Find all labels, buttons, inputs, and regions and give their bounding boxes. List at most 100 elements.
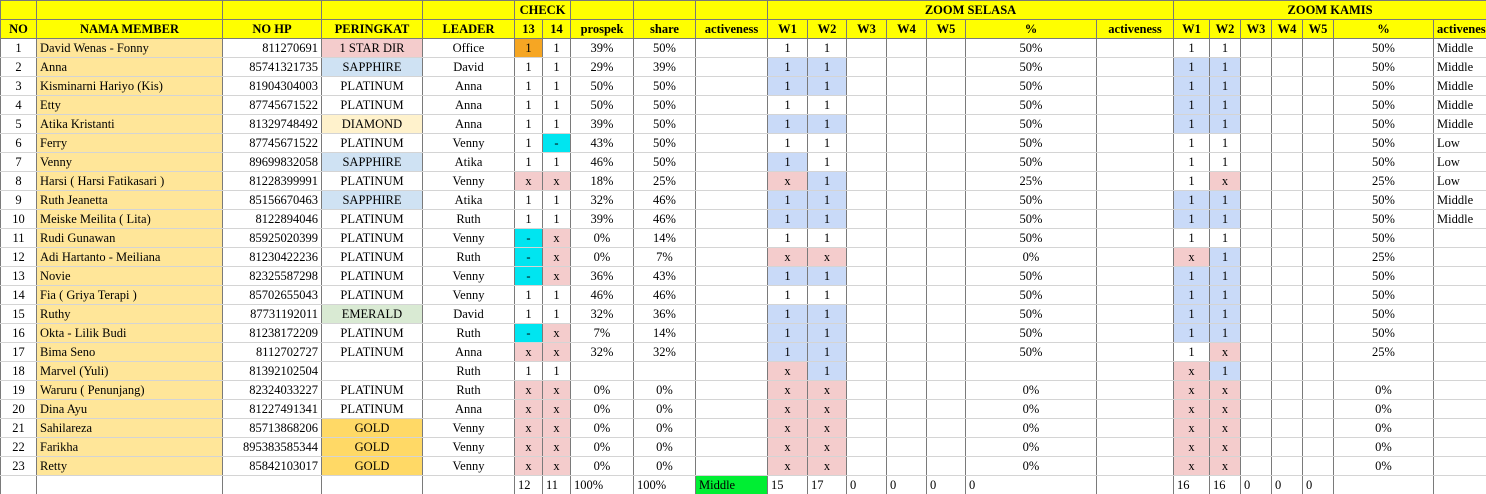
cell-leader[interactable]: Office [422,38,515,58]
cell-rank[interactable]: PLATINUM [321,171,423,191]
cell-selasa-activeness[interactable] [1095,76,1175,96]
cell-prospek[interactable]: 0% [570,228,634,248]
cell-activeness[interactable] [695,228,768,248]
cell-kamis-w5[interactable] [1302,304,1335,324]
cell-selasa-w4[interactable] [886,247,927,267]
cell-leader[interactable]: Ruth [422,380,515,400]
cell-kamis-w5[interactable] [1302,437,1335,457]
cell-kamis-percent[interactable]: 50% [1333,228,1435,248]
cell-selasa-w5[interactable] [926,190,966,210]
cell-kamis-w4[interactable] [1271,38,1304,58]
cell-selasa-w4[interactable] [886,380,927,400]
col-header-selasa-activeness[interactable]: activeness [1095,19,1175,39]
cell-share[interactable]: 14% [633,323,696,343]
cell-kamis-w3[interactable] [1240,76,1273,96]
cell-selasa-percent[interactable] [965,361,1097,381]
cell-check-13[interactable]: 1 [514,57,543,77]
cell-no[interactable]: 11 [0,228,37,248]
cell-kamis-percent[interactable]: 0% [1333,399,1435,419]
cell-activeness[interactable] [695,133,768,153]
cell-leader[interactable]: David [422,57,515,77]
cell-leader[interactable]: Anna [422,114,515,134]
cell-selasa-percent[interactable]: 50% [965,323,1097,343]
cell-selasa-percent[interactable]: 25% [965,171,1097,191]
cell-check-14[interactable]: x [542,380,571,400]
cell-rank[interactable]: PLATINUM [321,95,423,115]
cell-selasa-w2[interactable]: 1 [807,342,847,362]
cell-selasa-activeness[interactable] [1095,285,1175,305]
cell-selasa-w3[interactable] [846,38,887,58]
cell-phone[interactable]: 85925020399 [222,228,322,248]
cell-selasa-w3[interactable] [846,57,887,77]
cell-check-14[interactable]: 1 [542,152,571,172]
cell-kamis-activeness[interactable]: Middle [1433,209,1486,229]
cell-kamis-w2[interactable]: 1 [1209,209,1242,229]
cell-selasa-w5[interactable] [926,418,966,438]
cell-selasa-w5[interactable] [926,38,966,58]
cell-kamis-w1[interactable]: x [1173,380,1211,400]
cell-kamis-percent[interactable]: 50% [1333,133,1435,153]
cell-no[interactable]: 18 [0,361,37,381]
cell-selasa-percent[interactable]: 0% [965,247,1097,267]
cell-selasa-percent[interactable]: 0% [965,437,1097,457]
cell-activeness[interactable] [695,209,768,229]
cell-kamis-w2[interactable]: 1 [1209,152,1242,172]
cell-selasa-activeness[interactable] [1095,38,1175,58]
header-zoom-kamis[interactable]: ZOOM KAMIS [1173,0,1486,20]
cell-selasa-activeness[interactable] [1095,399,1175,419]
cell-selasa-w4[interactable] [886,285,927,305]
cell-selasa-activeness[interactable] [1095,228,1175,248]
cell-kamis-activeness[interactable] [1433,437,1486,457]
cell-prospek[interactable]: 0% [570,399,634,419]
cell-selasa-w2[interactable]: 1 [807,323,847,343]
total-kamis-w4[interactable]: 0 [1271,475,1304,494]
cell-kamis-activeness[interactable] [1433,399,1486,419]
cell-selasa-w2[interactable]: 1 [807,171,847,191]
total-share[interactable]: 100% [633,475,696,494]
total-check-14[interactable]: 11 [542,475,571,494]
cell-selasa-w4[interactable] [886,171,927,191]
cell-share[interactable]: 0% [633,437,696,457]
cell-kamis-w2[interactable]: 1 [1209,285,1242,305]
cell-share[interactable]: 0% [633,418,696,438]
cell-rank[interactable]: PLATINUM [321,228,423,248]
cell-leader[interactable]: Venny [422,437,515,457]
cell-no[interactable]: 8 [0,171,37,191]
cell-kamis-w5[interactable] [1302,418,1335,438]
cell-prospek[interactable] [570,361,634,381]
cell-kamis-w2[interactable]: 1 [1209,76,1242,96]
cell-selasa-w2[interactable]: x [807,247,847,267]
cell-kamis-w3[interactable] [1240,361,1273,381]
cell-no[interactable]: 16 [0,323,37,343]
cell-kamis-w3[interactable] [1240,114,1273,134]
header-blank[interactable] [36,0,223,20]
cell-selasa-activeness[interactable] [1095,456,1175,476]
cell-kamis-w3[interactable] [1240,133,1273,153]
col-header-leader[interactable]: LEADER [422,19,515,39]
cell-check-14[interactable]: x [542,456,571,476]
cell-kamis-w3[interactable] [1240,399,1273,419]
cell-kamis-w3[interactable] [1240,380,1273,400]
cell-member-name[interactable]: Marvel (Yuli) [36,361,223,381]
cell-check-14[interactable]: 1 [542,95,571,115]
cell-kamis-percent[interactable]: 0% [1333,437,1435,457]
cell-prospek[interactable]: 0% [570,418,634,438]
cell-selasa-w4[interactable] [886,456,927,476]
cell-check-13[interactable]: 1 [514,133,543,153]
cell-leader[interactable]: Venny [422,456,515,476]
cell-leader[interactable]: Ruth [422,323,515,343]
cell-rank[interactable]: PLATINUM [321,247,423,267]
cell-check-13[interactable]: 1 [514,95,543,115]
col-header-prospek[interactable]: prospek [570,19,634,39]
header-zoom-selasa[interactable]: ZOOM SELASA [766,0,1175,20]
cell-kamis-w1[interactable]: 1 [1173,342,1211,362]
cell-share[interactable]: 7% [633,247,696,267]
cell-selasa-w3[interactable] [846,437,887,457]
cell-kamis-w1[interactable]: 1 [1173,323,1211,343]
cell-share[interactable]: 0% [633,399,696,419]
col-header-selasa-w3[interactable]: W3 [846,19,887,39]
cell-selasa-activeness[interactable] [1095,418,1175,438]
cell-no[interactable]: 7 [0,152,37,172]
cell-selasa-activeness[interactable] [1095,152,1175,172]
cell-check-14[interactable]: x [542,399,571,419]
